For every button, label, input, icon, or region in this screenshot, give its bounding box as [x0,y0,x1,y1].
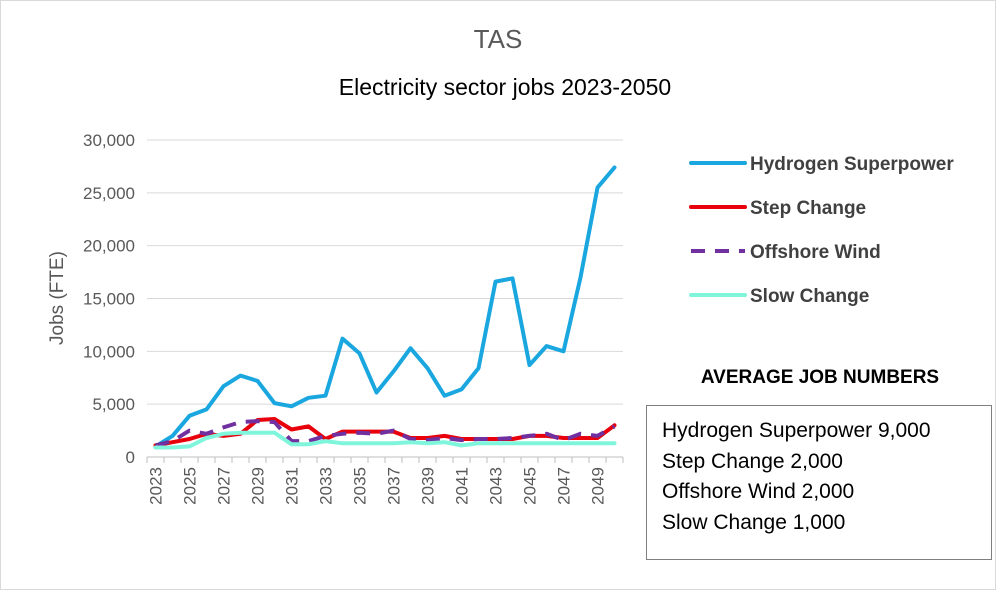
x-tick-label: 2031 [283,467,302,505]
legend-label: Step Change [750,198,866,219]
chart-supertitle: TAS [474,24,523,54]
y-tick-label: 20,000 [83,237,135,256]
x-tick-label: 2041 [453,467,472,505]
x-tick-label: 2025 [181,467,200,505]
x-tick-label: 2047 [555,467,574,505]
x-tick-label: 2035 [351,467,370,505]
legend: Hydrogen Superpower Step Change Offshore W… [689,154,954,307]
average-jobs-line: Hydrogen Superpower 9,000 [662,419,931,442]
x-tick-label: 2045 [521,467,540,505]
y-tick-label: 0 [126,448,135,467]
series-line [155,419,616,448]
y-tick-label: 30,000 [83,131,135,150]
legend-label: Hydrogen Superpower [750,154,954,175]
average-jobs-box: Hydrogen Superpower 9,000 Step Change 2,… [646,405,992,560]
average-jobs-line: Offshore Wind 2,000 [662,480,855,503]
x-tick-label: 2033 [317,467,336,505]
series-lines [153,165,617,450]
x-tick-label: 2027 [215,467,234,505]
series-line [153,165,617,449]
y-tick-label: 15,000 [83,290,135,309]
x-tick-label: 2029 [249,467,268,505]
x-tick-label: 2043 [487,467,506,505]
y-tick-label: 25,000 [83,184,135,203]
legend-label: Offshore Wind [750,242,881,263]
y-axis-label: Jobs (FTE) [47,251,68,345]
axes: 0 5,000 10,000 15,000 20,000 25,000 30,000 2023… [83,131,624,505]
x-tick-label: 2039 [419,467,438,505]
y-tick-label: 10,000 [83,342,135,361]
legend-label: Slow Change [750,286,869,307]
gridlines [147,139,623,405]
x-tick-label: 2023 [147,467,166,505]
y-tick-label: 5,000 [92,395,135,414]
x-tick-label: 2049 [589,467,608,505]
average-jobs-line: Slow Change 1,000 [662,510,846,534]
average-jobs-line: Step Change 2,000 [662,449,843,473]
chart-title: Electricity sector jobs 2023-2050 [339,74,671,100]
average-jobs-heading: AVERAGE JOB NUMBERS [701,367,939,388]
series-line [153,430,617,450]
x-tick-label: 2037 [385,467,404,505]
